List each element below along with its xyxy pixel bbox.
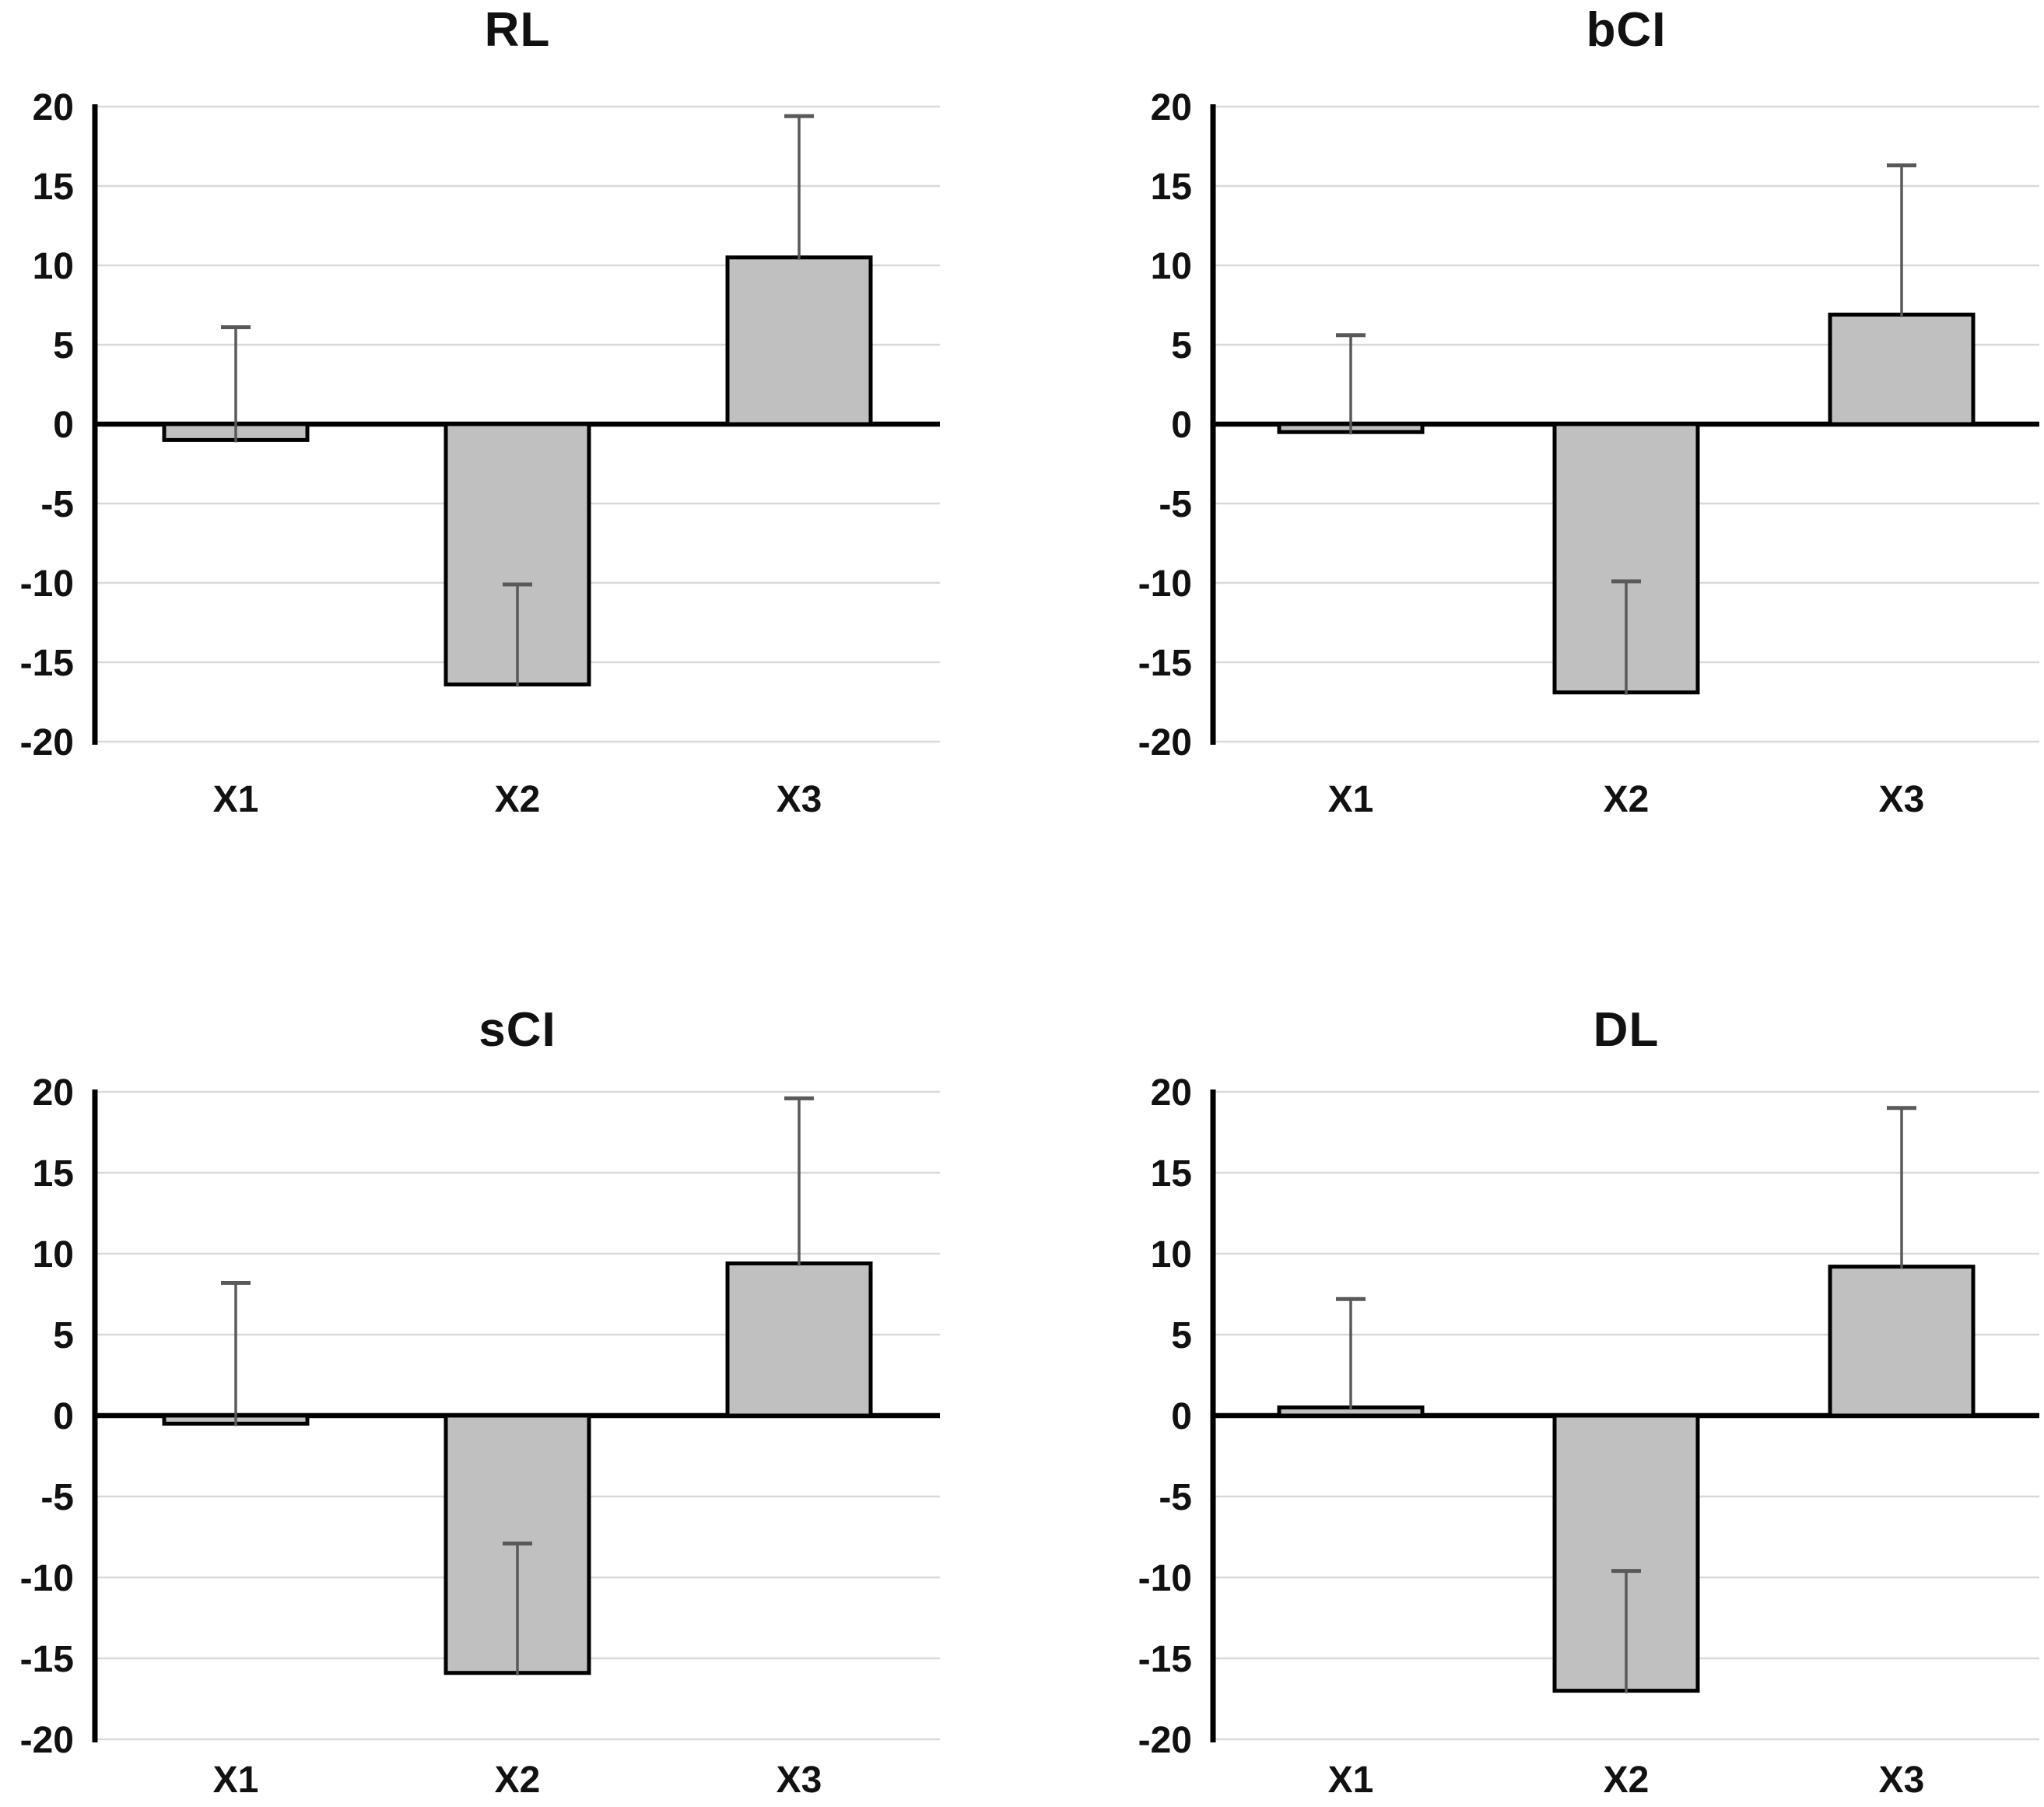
bar-chart-rl: -20 -15 -10 -5 0 5 10 15 20 X1 X2 X3	[20, 87, 940, 820]
x-category-label: X2	[495, 1760, 541, 1801]
y-tick-label: -15	[1138, 1639, 1192, 1680]
y-tick-label: -10	[1138, 1558, 1192, 1599]
y-tick-label: 5	[53, 1315, 74, 1356]
x-category-label: X2	[1604, 779, 1650, 820]
y-tick-label: 10	[33, 1234, 74, 1275]
y-tick-label: -10	[1138, 563, 1192, 605]
chart-panel-bci: bCI -20 -15 -10 -5 0 5 10 15 20 X1 X2 X3	[1022, 0, 2044, 904]
y-tick-label: -15	[20, 643, 74, 684]
chart-title-dl: DL	[1593, 1003, 1660, 1057]
y-tick-label: 15	[33, 167, 74, 208]
y-tick-label: 20	[1151, 1072, 1192, 1114]
x-category-label: X3	[777, 779, 822, 820]
y-tick-label: 0	[1171, 1396, 1192, 1437]
x-category-label: X1	[213, 779, 259, 820]
y-tick-label: -5	[1159, 484, 1192, 525]
y-tick-label: 20	[33, 1072, 74, 1114]
bar-chart-sci: -20 -15 -10 -5 0 5 10 15 20 X1 X2 X3	[20, 1072, 940, 1801]
bar	[725, 1261, 873, 1418]
y-tick-label: -20	[20, 1720, 74, 1761]
bar-chart-bci: -20 -15 -10 -5 0 5 10 15 20 X1 X2 X3	[1138, 87, 2039, 820]
x-category-label: X1	[213, 1760, 259, 1801]
y-tick-label: 0	[1171, 405, 1192, 446]
bar-chart-dl: -20 -15 -10 -5 0 5 10 15 20 X1 X2 X3	[1138, 1072, 2039, 1801]
y-tick-label: -5	[40, 1477, 74, 1518]
y-tick-label: 20	[33, 87, 74, 128]
y-tick-label: -20	[20, 722, 74, 763]
y-tick-label: 5	[1171, 1315, 1192, 1356]
chart-panel-sci: sCI -20 -15 -10 -5 0 5 10 15 20 X1 X2 X3	[0, 904, 1022, 1807]
y-tick-label: 5	[1171, 325, 1192, 367]
bar	[1828, 312, 1976, 426]
chart-title-rl: RL	[484, 3, 551, 57]
y-tick-label: -20	[1138, 1720, 1192, 1761]
chart-title-bci: bCI	[1586, 3, 1667, 57]
x-category-label: X3	[1879, 779, 1925, 820]
y-tick-label: -5	[40, 484, 74, 525]
y-tick-label: -5	[1159, 1477, 1192, 1518]
bar	[725, 255, 873, 426]
y-tick-label: 10	[33, 246, 74, 287]
y-tick-label: 15	[33, 1153, 74, 1195]
x-category-label: X1	[1328, 779, 1374, 820]
y-tick-label: 20	[1151, 87, 1192, 128]
y-tick-label: 15	[1151, 1153, 1192, 1195]
y-tick-label: 0	[53, 1396, 74, 1437]
chart-title-sci: sCI	[479, 1003, 556, 1057]
bar	[1828, 1265, 1976, 1418]
y-tick-label: 10	[1151, 246, 1192, 287]
x-category-label: X3	[1879, 1760, 1925, 1801]
x-category-label: X2	[495, 779, 541, 820]
y-tick-label: 5	[53, 325, 74, 367]
y-tick-label: -10	[20, 1558, 74, 1599]
x-category-label: X3	[777, 1760, 822, 1801]
y-tick-label: 15	[1151, 167, 1192, 208]
y-tick-label: -15	[1138, 643, 1192, 684]
y-tick-label: 10	[1151, 1234, 1192, 1275]
chart-panel-rl: RL -20 -15 -10 -5 0 5 10 15 20 X1 X2 X3	[0, 0, 1022, 904]
x-category-label: X2	[1604, 1760, 1650, 1801]
chart-panel-dl: DL -20 -15 -10 -5 0 5 10 15 20 X1 X2 X3	[1022, 904, 2044, 1807]
y-tick-label: -15	[20, 1639, 74, 1680]
y-tick-label: 0	[53, 405, 74, 446]
x-category-label: X1	[1328, 1760, 1374, 1801]
y-tick-label: -10	[20, 563, 74, 605]
y-tick-label: -20	[1138, 722, 1192, 763]
